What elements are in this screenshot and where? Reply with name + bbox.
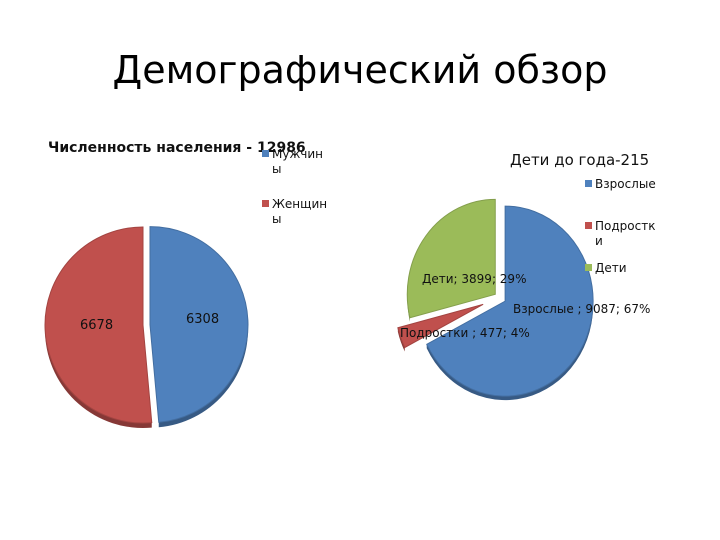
c2-data-label-2: Дети; 3899; 29%	[422, 272, 526, 286]
c2-slice-1	[397, 303, 484, 349]
c2-data-label-1: Подростки ; 477; 4%	[400, 326, 530, 340]
c1-legend-label-1-1: ы	[272, 212, 281, 226]
c1-slice-1	[44, 226, 153, 424]
c2-legend-swatch-1	[585, 222, 592, 229]
c2-legend-swatch-2	[585, 264, 592, 271]
chart-population: 6308 6678 Численность населения - 12986 М…	[44, 140, 327, 429]
c2-slice-2	[406, 198, 496, 319]
c1-data-label-1: 6678	[80, 318, 113, 333]
c2-data-label-0: Взрослые ; 9087; 67%	[513, 302, 650, 316]
c2-slice-0	[426, 205, 594, 397]
c2-legend-label-1-1: и	[595, 234, 603, 248]
c1-data-label-0: 6308	[186, 312, 219, 327]
chart-population-title: Численность населения - 12986	[48, 140, 306, 156]
c2-legend-label-0-0: Взрослые	[595, 177, 656, 191]
c2-legend-swatch-0	[585, 180, 592, 187]
chart-children: Взрослые ; 9087; 67% Подростки ; 477; 4% Д…	[397, 151, 656, 401]
slide-title: Демографический обзор	[112, 48, 608, 92]
c1-legend-label-0-0: Мужчин	[272, 147, 323, 161]
c1-legend-label-0-1: ы	[272, 162, 281, 176]
c2-legend-label-1-0: Подростк	[595, 219, 655, 233]
c1-legend-swatch-0	[262, 150, 269, 157]
chart-children-legend: Взрослые Подростки Дети	[585, 177, 656, 275]
c1-legend-label-1-0: Женщин	[272, 197, 327, 211]
chart-children-title: Дети до года-215	[510, 151, 649, 169]
c2-legend-label-2-0: Дети	[595, 261, 627, 275]
c1-legend-swatch-1	[262, 200, 269, 207]
c1-slice-0	[149, 226, 249, 423]
